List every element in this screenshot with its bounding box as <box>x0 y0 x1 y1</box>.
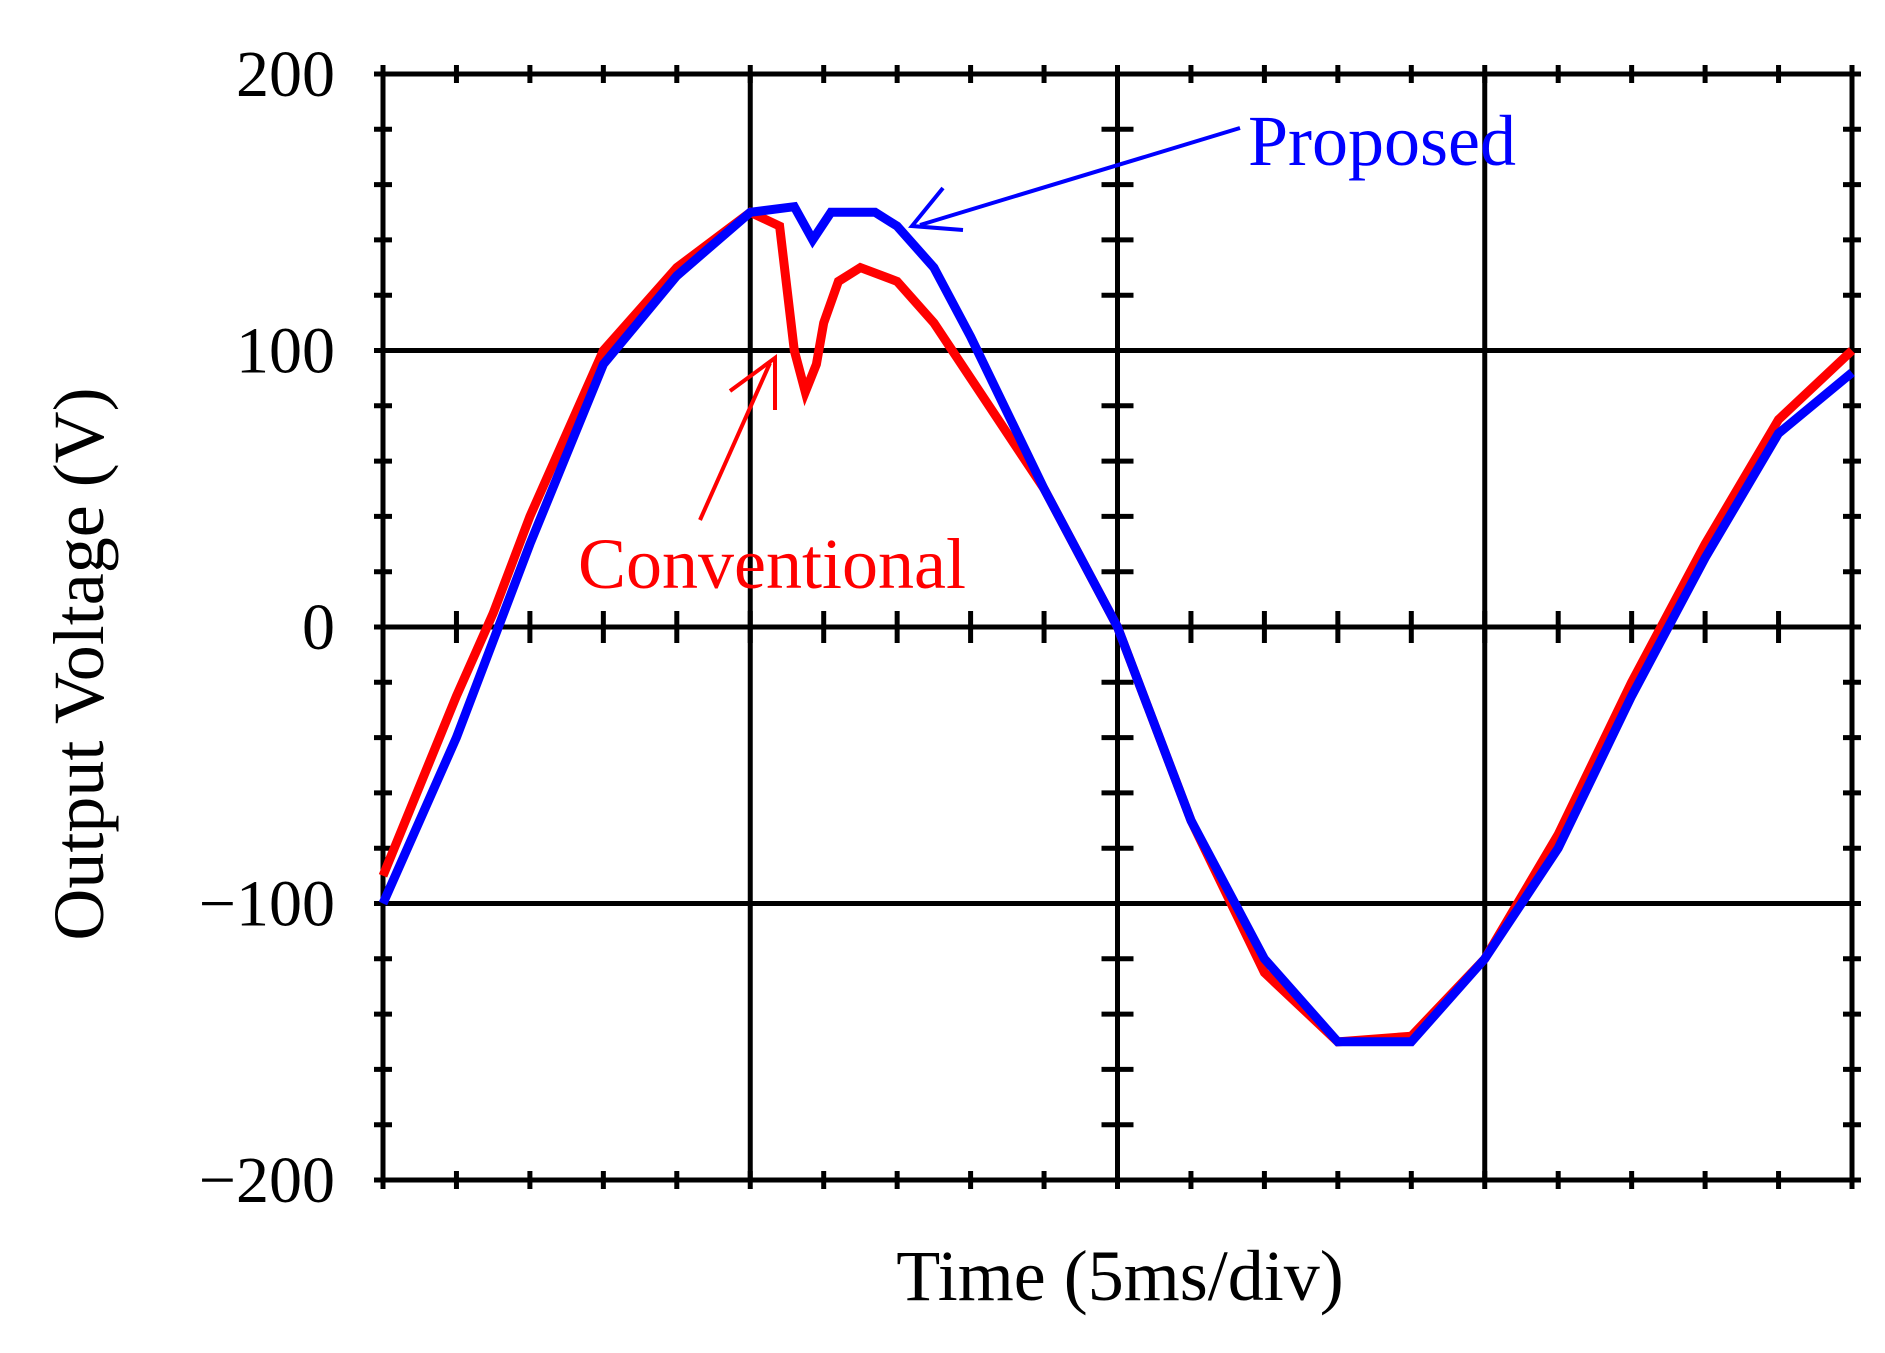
y-tick-label: −200 <box>199 1144 335 1217</box>
y-tick-label: 100 <box>236 315 335 388</box>
y-tick-label: −100 <box>199 868 335 941</box>
proposed-arrow <box>919 126 1241 227</box>
proposed-annotation: Proposed <box>908 101 1516 232</box>
conventional-arrowhead-icon <box>728 354 777 410</box>
proposed-arrowhead-icon <box>908 186 964 232</box>
series-line-proposed <box>378 201 1855 1047</box>
conventional-label: Conventional <box>578 524 966 604</box>
proposed-label: Proposed <box>1248 101 1516 181</box>
y-axis-title: Output Voltage (V) <box>39 387 119 940</box>
conventional-annotation: Conventional <box>578 354 966 604</box>
x-axis-title: Time (5ms/div) <box>896 1236 1343 1316</box>
y-tick-label: 200 <box>236 38 335 111</box>
center-axis-ticks <box>380 71 1855 1183</box>
series-layer <box>378 201 1856 1047</box>
conventional-arrow <box>698 362 772 521</box>
y-tick-label: 0 <box>302 591 335 664</box>
y-tick-labels: 200 100 0 −100 −200 <box>199 38 335 1217</box>
